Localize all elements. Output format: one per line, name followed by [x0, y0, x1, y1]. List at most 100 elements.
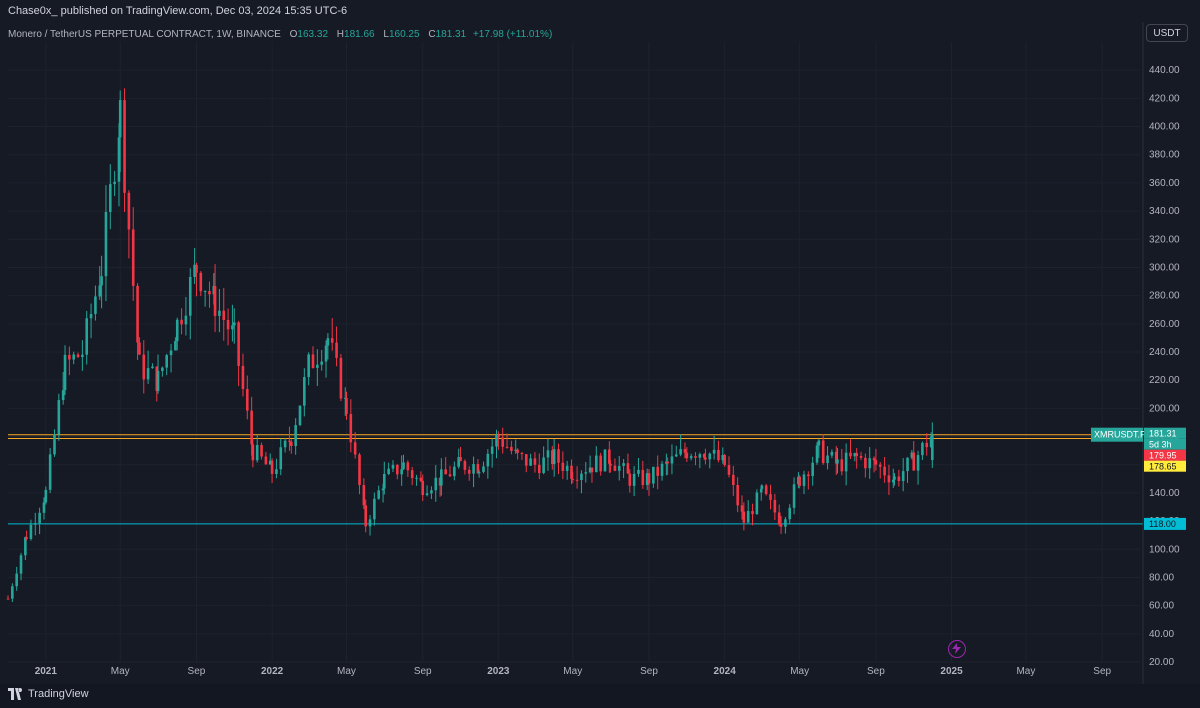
- candle-body: [807, 474, 810, 477]
- candle-body: [864, 457, 867, 469]
- candle-body: [811, 462, 814, 477]
- candle-body: [275, 469, 278, 474]
- symbol-legend: Monero / TetherUS PERPETUAL CONTRACT, 1W…: [8, 29, 552, 40]
- candle-body: [430, 490, 433, 494]
- x-tick-label: May: [790, 666, 809, 677]
- candle-body: [910, 452, 914, 458]
- candle-body: [63, 354, 67, 391]
- candle-body: [326, 338, 330, 346]
- candle-body: [24, 537, 27, 556]
- candle-body: [755, 492, 759, 515]
- candle-body: [609, 463, 612, 466]
- candle-body: [208, 291, 211, 295]
- y-tick-label: 220.00: [1149, 375, 1180, 386]
- candle-body: [817, 440, 821, 446]
- y-axis: 20.0040.0060.0080.00100.00120.00140.0016…: [1142, 22, 1180, 708]
- publish-bar: Chase0x_ published on TradingView.com, D…: [0, 0, 1200, 22]
- tradingview-logo[interactable]: TradingView: [8, 688, 89, 700]
- candle-body: [72, 354, 76, 360]
- candle-body: [294, 425, 297, 447]
- candle-body: [136, 285, 139, 343]
- price-tag-text: 179.95: [1149, 451, 1177, 461]
- candle-body: [448, 474, 452, 477]
- candle-body: [15, 573, 18, 587]
- candle-body: [760, 485, 764, 489]
- x-tick-label: Sep: [640, 666, 658, 677]
- candle-body: [459, 457, 462, 462]
- candle-body: [874, 460, 878, 465]
- open-label: O: [289, 29, 298, 40]
- candle-body: [670, 456, 674, 464]
- y-tick-label: 200.00: [1149, 403, 1180, 414]
- candle-body: [613, 465, 617, 471]
- candle-body: [751, 511, 754, 515]
- symbol-name: Monero / TetherUS PERPETUAL CONTRACT, 1W…: [8, 29, 281, 40]
- candle-body: [142, 354, 146, 380]
- candle-body: [113, 181, 116, 185]
- candle-body: [505, 446, 509, 448]
- support-tag-text: 118.00: [1149, 519, 1176, 529]
- candle-body: [81, 354, 84, 358]
- candle-body: [98, 285, 102, 297]
- candle-body: [174, 341, 177, 351]
- candle-body: [85, 318, 89, 355]
- candle-body: [666, 461, 669, 464]
- candle-body: [199, 272, 203, 292]
- candle-body: [495, 435, 498, 447]
- candle-body: [6, 598, 10, 600]
- candle-body: [364, 505, 368, 527]
- candle-body: [339, 357, 343, 399]
- candle-body: [571, 478, 575, 480]
- candle-body: [689, 456, 693, 459]
- currency-button[interactable]: USDT: [1146, 24, 1188, 42]
- candle-body: [784, 519, 787, 527]
- candle-body: [268, 460, 272, 465]
- candle-body: [472, 464, 475, 474]
- candle-body: [622, 463, 625, 466]
- candle-body: [815, 445, 819, 463]
- candle-body: [330, 338, 334, 343]
- candle-body: [383, 473, 386, 489]
- y-tick-label: 40.00: [1149, 629, 1174, 640]
- candle-body: [400, 469, 403, 475]
- candle-body: [853, 453, 857, 457]
- y-tick-label: 380.00: [1149, 150, 1180, 161]
- candle-body: [48, 454, 52, 490]
- candle-body: [855, 453, 858, 457]
- price-tag-text: 178.65: [1149, 462, 1177, 472]
- candle-body: [712, 449, 716, 454]
- high-label: H: [336, 29, 345, 40]
- x-tick-label: 2025: [940, 666, 963, 677]
- low-label: L: [383, 29, 389, 40]
- candle-body: [698, 454, 702, 458]
- candle-body: [802, 474, 806, 486]
- candle-body: [533, 458, 537, 465]
- candle-body: [887, 475, 891, 483]
- candle-body: [575, 479, 579, 481]
- candle-body: [184, 315, 188, 325]
- candle-body: [76, 354, 80, 358]
- candle-body: [660, 463, 664, 476]
- y-tick-label: 260.00: [1149, 319, 1180, 330]
- support-tag: [1144, 517, 1186, 530]
- candle-body: [245, 389, 249, 411]
- y-tick-label: 320.00: [1149, 234, 1180, 245]
- candle-body: [897, 476, 901, 482]
- candle-body: [373, 498, 376, 520]
- candle-body: [580, 473, 583, 481]
- candle-body: [260, 445, 263, 457]
- candle-body: [453, 466, 456, 477]
- candle-body: [798, 476, 801, 486]
- candle-body: [603, 449, 607, 472]
- candle-body: [501, 437, 505, 447]
- lightning-icon[interactable]: [948, 640, 966, 658]
- candle-body: [916, 455, 920, 471]
- price-chart[interactable]: 20.0040.0060.0080.00100.00120.00140.0016…: [0, 22, 1200, 708]
- candle-body: [912, 452, 916, 471]
- candle-body: [685, 452, 689, 459]
- candle-body: [307, 354, 310, 378]
- candle-body: [656, 466, 659, 476]
- candle-body: [61, 390, 65, 401]
- candle-body: [893, 476, 896, 480]
- candle-body: [683, 449, 687, 453]
